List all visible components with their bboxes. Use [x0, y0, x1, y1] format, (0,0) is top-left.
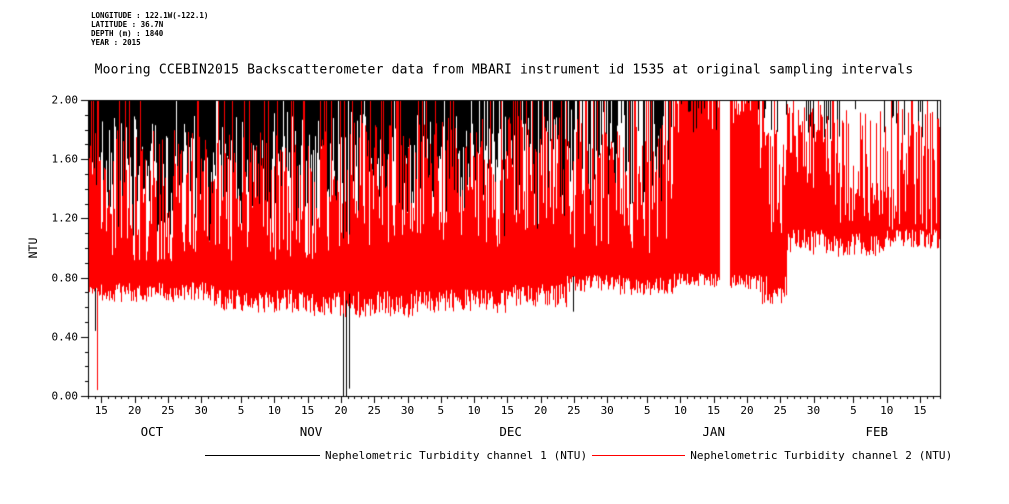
- legend-label-channel-2: Nephelometric Turbidity channel 2 (NTU): [690, 449, 953, 462]
- x-tick-label: 25: [161, 404, 175, 417]
- legend-line-channel-2: [592, 455, 686, 456]
- x-tick-label: 5: [237, 404, 245, 417]
- y-tick-label: 1.60: [51, 152, 79, 166]
- x-tick-label: 20: [334, 404, 348, 417]
- month-label: NOV: [299, 424, 323, 439]
- month-label: OCT: [140, 424, 164, 439]
- x-tick-label: 30: [400, 404, 415, 417]
- month-label: FEB: [865, 424, 889, 439]
- y-tick-label: 2.00: [51, 93, 79, 107]
- meta-year: YEAR : 2015: [91, 38, 141, 47]
- legend-label-channel-1: Nephelometric Turbidity channel 1 (NTU): [325, 449, 588, 462]
- meta-depth: DEPTH (m) : 1840: [91, 29, 164, 38]
- x-tick-label: 20: [534, 404, 548, 417]
- x-tick-label: 5: [850, 404, 857, 417]
- meta-longitude: LONGITUDE : 122.1W(-122.1): [91, 11, 209, 20]
- month-label: JAN: [702, 424, 725, 439]
- x-tick-label: 25: [567, 404, 581, 417]
- metadata-block: LONGITUDE : 122.1W(-122.1) LATITUDE : 36…: [91, 11, 208, 47]
- legend-line-channel-1: [205, 455, 320, 456]
- x-tick-label: 10: [880, 404, 894, 417]
- x-tick-label: 30: [194, 404, 208, 417]
- x-tick-label: 5: [437, 404, 445, 417]
- y-tick-label: 0.40: [51, 330, 79, 344]
- x-tick-label: 30: [806, 404, 821, 417]
- legend: Nephelometric Turbidity channel 1 (NTU) …: [205, 449, 952, 462]
- y-tick-label: 0.80: [51, 271, 79, 285]
- x-tick-label: 5: [643, 404, 651, 417]
- x-tick-label: 20: [127, 404, 142, 417]
- x-tick-label: 15: [500, 404, 514, 417]
- x-tick-label: 10: [267, 404, 281, 417]
- meta-latitude: LATITUDE : 36.7N: [91, 20, 164, 29]
- y-tick-label: 1.20: [51, 211, 79, 225]
- x-tick-label: 10: [467, 404, 481, 417]
- month-label: DEC: [499, 424, 522, 439]
- x-tick-label: 15: [301, 404, 315, 417]
- x-tick-label: 25: [367, 404, 381, 417]
- x-tick-label: 25: [773, 404, 787, 417]
- y-tick-label: 0.00: [51, 389, 79, 403]
- x-tick-label: 30: [600, 404, 614, 417]
- x-tick-label: 10: [673, 404, 688, 417]
- x-tick-label: 20: [740, 404, 754, 417]
- x-tick-label: 15: [707, 404, 721, 417]
- x-tick-label: 15: [913, 404, 927, 417]
- x-tick-label: 15: [94, 404, 108, 417]
- y-axis-label: NTU: [26, 237, 40, 259]
- chart-title: Mooring CCEBIN2015 Backscatterometer dat…: [94, 62, 914, 78]
